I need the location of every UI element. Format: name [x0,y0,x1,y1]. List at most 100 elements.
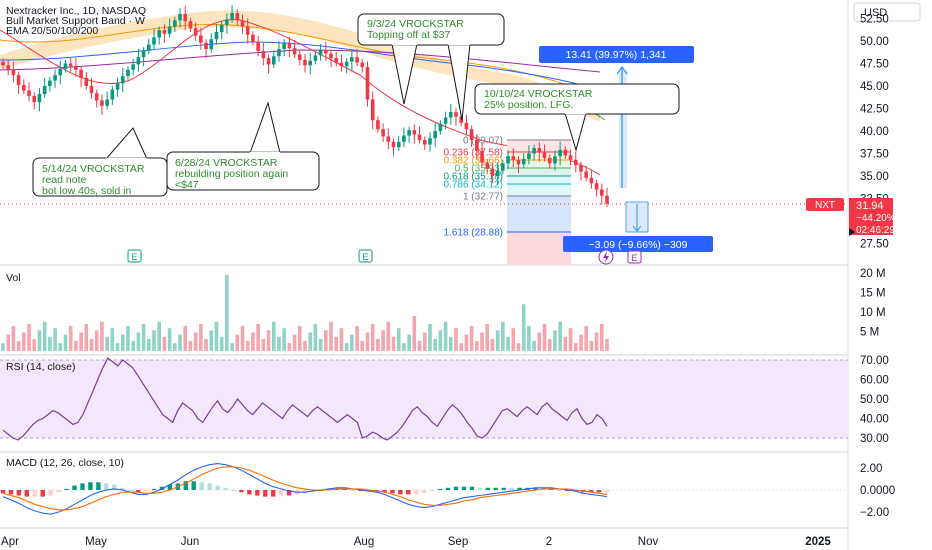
time-tick: Nov [638,536,659,548]
callout-9-3-line2: Topping off at $37 [367,29,450,41]
volume-bar [329,321,333,351]
earnings-marker-jul[interactable]: E [358,249,373,263]
macd-tick: 0.0000 [860,485,895,497]
volume-bar [475,341,479,351]
fib-label: 0 (39.07) [463,136,503,147]
volume-ticks: 20 M 15 M 10 M 5 M [860,268,886,339]
macd-hist-bar [127,490,133,491]
macd-hist-bar [286,490,292,496]
volume-bar [89,338,94,351]
volume-bar [27,323,31,351]
macd-line [2,463,608,515]
macd-hist-bar [509,487,514,490]
volume-bar [287,343,292,351]
macd-hist-bar [485,487,490,490]
macd-hist-bar [80,483,85,490]
candle [68,57,73,72]
candle [537,142,542,162]
candle [178,8,182,28]
currency-button[interactable]: USD [853,2,921,22]
macd-hist-bar [0,490,6,494]
candle [485,158,490,175]
volume-bar [282,328,286,351]
price-tick: 42.50 [860,104,889,116]
volume-bar [428,323,432,351]
rsi-band [0,360,848,438]
callout-6-28[interactable]: 6/28/24 VROCKSTAR rebuilding position ag… [166,101,320,191]
macd-hist-bar [104,483,109,490]
volume-bar [547,338,552,351]
volume-tick: 15 M [860,288,886,300]
macd-hist-bar [64,488,69,490]
volume-bar [459,343,464,351]
macd-hist-bar [557,490,562,491]
volume-bar [573,343,578,351]
candle [100,94,104,115]
candle [1,58,5,69]
volume-bar [58,343,63,351]
volume-bar [48,336,52,351]
candle [32,92,37,110]
volume-bar [16,341,21,351]
scroll-arrow-icon[interactable] [849,228,855,236]
callout-10-10[interactable]: 10/10/24 VROCKSTAR 25% position. LFG. [474,83,680,152]
volume-bar [391,336,396,351]
macd-signal-line [2,466,608,511]
callout-5-14[interactable]: 5/14/24 VROCKSTAR read note bot low 40s,… [32,127,168,197]
time-axis-ticks[interactable]: Apr May Jun Aug Sep 2 Nov 2025 [1,536,831,548]
candle [214,23,219,45]
macd-hist-bar [445,487,451,490]
time-tick: Jun [181,536,200,548]
volume-bar [313,323,318,351]
candle [167,18,172,38]
candle [318,44,323,61]
macd-hist-bar [278,490,284,496]
candle [396,135,401,151]
last-price-countdown: 02:46:29 [856,225,895,236]
measure-up-arrowhead [616,65,628,75]
candle [292,40,297,59]
candle [516,156,521,174]
candle [277,41,281,62]
rsi-tick: 50.00 [860,394,889,406]
volume-bar [594,332,599,351]
candle [464,114,469,135]
candle [599,183,604,205]
volume-bar [178,334,182,351]
volume-bar [417,341,422,351]
earnings-marker-may[interactable]: E [127,249,142,263]
fib-zone-5 [507,176,571,196]
volume-bar [245,341,250,351]
volume-bar [511,328,516,351]
volume-tick: 5 M [860,327,879,339]
candle [308,52,313,75]
volume-bar [579,334,583,351]
candle [454,108,458,126]
volume-bar [448,336,453,351]
macd-hist-bar [88,482,93,490]
dividend-bolt-icon[interactable] [598,249,614,265]
macd-hist-bar [469,486,475,490]
volume-bar [563,336,568,351]
callout-9-3[interactable]: 9/3/24 VROCKSTAR Topping off at $37 [357,13,505,121]
price-tick: 35.00 [860,171,889,183]
earnings-marker-upcoming[interactable]: E [627,250,642,264]
fib-levels: 0 (39.07)0.236 (37.58)0.382 (36.66)0.5 (… [444,136,571,239]
candle [589,169,594,189]
price-tick: 50.00 [860,36,889,48]
macd-hist-bar [588,490,594,493]
macd-hist-bar [517,487,522,490]
candle [469,125,474,148]
price-tick: 27.50 [860,239,889,251]
macd-hist-bar [247,490,252,495]
price-tick: 40.00 [860,126,889,138]
volume-tick: 20 M [860,268,886,280]
price-axis[interactable] [848,0,932,550]
candle [422,136,427,150]
candle [120,68,125,93]
last-price-value: 31.94 [856,200,884,212]
macd-hist-bar [48,490,53,496]
macd-hist-bar [414,490,419,495]
volume-bar [422,332,427,351]
